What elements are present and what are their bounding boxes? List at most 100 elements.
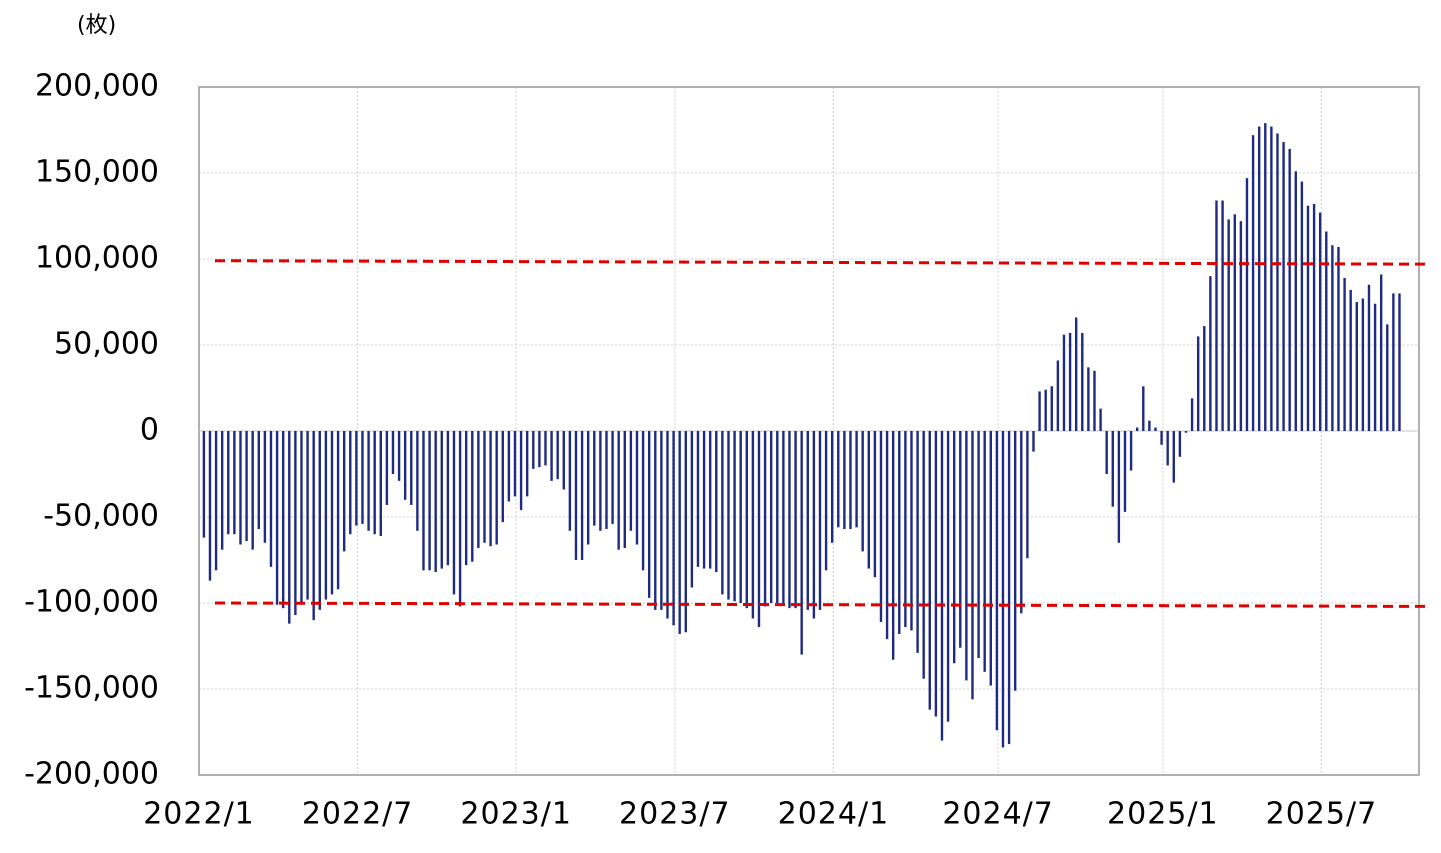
bar xyxy=(562,431,565,490)
bar xyxy=(891,431,895,660)
bar xyxy=(489,431,492,547)
bar xyxy=(940,431,944,741)
bar xyxy=(684,431,687,633)
bar xyxy=(666,431,669,619)
bar xyxy=(1142,386,1145,431)
bar xyxy=(867,431,870,569)
bar xyxy=(830,431,834,543)
bar xyxy=(1282,142,1285,432)
bar xyxy=(288,431,291,624)
bar xyxy=(1056,360,1060,431)
bar xyxy=(373,431,376,535)
bar xyxy=(1331,245,1334,431)
y-tick-label: 150,000 xyxy=(35,155,159,190)
bar xyxy=(312,431,315,621)
bar xyxy=(885,431,889,640)
bar xyxy=(471,431,474,562)
bar xyxy=(702,431,706,569)
bar xyxy=(593,431,596,526)
bar xyxy=(1148,420,1151,431)
bar xyxy=(532,431,535,469)
bar xyxy=(708,431,712,569)
bar xyxy=(1361,298,1365,431)
bar xyxy=(361,431,364,524)
bar xyxy=(855,431,858,528)
bar xyxy=(349,431,352,535)
bar xyxy=(904,431,907,628)
bar xyxy=(959,431,962,648)
bar xyxy=(794,431,797,609)
bar xyxy=(1117,431,1121,543)
bar xyxy=(965,431,968,681)
bar xyxy=(275,431,279,605)
bar xyxy=(1355,302,1358,431)
bar xyxy=(1074,317,1078,431)
bar xyxy=(556,431,559,480)
bar xyxy=(1123,431,1127,512)
x-tick-label: 2022/7 xyxy=(302,797,414,832)
bar xyxy=(1013,431,1017,691)
bar xyxy=(483,431,486,543)
bar xyxy=(422,431,425,571)
x-tick-label: 2025/1 xyxy=(1107,797,1219,832)
bar xyxy=(416,431,419,531)
bar xyxy=(1105,431,1108,474)
y-tick-label: -100,000 xyxy=(24,585,159,620)
bar xyxy=(769,431,773,603)
bar xyxy=(257,431,260,530)
bar xyxy=(1257,126,1261,431)
bar xyxy=(690,431,694,588)
bar xyxy=(403,431,407,500)
bar xyxy=(428,431,431,571)
bar xyxy=(519,431,523,511)
bar xyxy=(1221,200,1224,431)
bar xyxy=(1026,431,1029,559)
y-tick-label: -50,000 xyxy=(43,499,159,534)
bar xyxy=(1398,293,1401,431)
bar xyxy=(1294,171,1297,431)
bar xyxy=(330,431,334,595)
bar xyxy=(654,431,657,610)
bar xyxy=(1172,431,1175,483)
bar xyxy=(245,431,248,542)
bar xyxy=(379,431,382,536)
bar xyxy=(641,431,645,571)
bar xyxy=(861,431,864,552)
bar xyxy=(1062,334,1066,431)
bar xyxy=(367,431,370,531)
bar xyxy=(544,431,547,466)
bar xyxy=(300,431,303,605)
y-tick-label: -150,000 xyxy=(24,671,159,706)
y-tick-label: 200,000 xyxy=(35,69,159,104)
bar xyxy=(580,431,584,560)
bar xyxy=(1270,126,1273,431)
bar xyxy=(477,431,480,548)
x-tick-label: 2023/1 xyxy=(460,797,572,832)
bar xyxy=(983,431,986,672)
bar xyxy=(782,431,785,605)
bar xyxy=(1068,332,1072,431)
bar xyxy=(977,431,980,659)
bar xyxy=(721,431,724,595)
trend-line xyxy=(214,259,1428,266)
bar xyxy=(458,431,462,607)
bar xyxy=(385,431,389,505)
bar xyxy=(227,431,230,535)
bar xyxy=(843,431,846,530)
bar xyxy=(263,431,267,543)
y-tick-label: 0 xyxy=(140,413,159,448)
bar xyxy=(214,431,218,571)
y-tick-label: 50,000 xyxy=(54,327,159,362)
bar xyxy=(1007,431,1011,745)
bar xyxy=(1032,431,1035,452)
bar xyxy=(611,431,614,524)
bar xyxy=(678,431,681,634)
bar xyxy=(818,431,822,610)
bar xyxy=(727,431,730,600)
bar xyxy=(1227,219,1230,431)
bar xyxy=(776,431,779,603)
bar xyxy=(1020,431,1023,614)
bar xyxy=(208,431,212,581)
bar xyxy=(763,431,767,607)
